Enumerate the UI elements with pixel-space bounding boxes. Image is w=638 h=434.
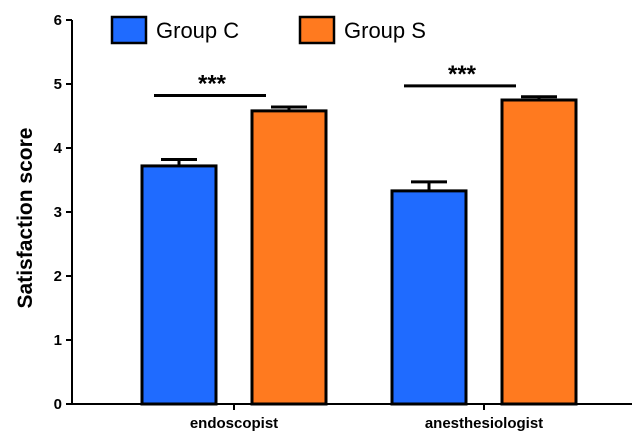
significance-label: ***: [198, 71, 227, 98]
y-tick-label: 0: [54, 396, 62, 413]
y-tick-label: 3: [54, 204, 62, 221]
bars-layer: [140, 98, 578, 406]
x-category-label: anesthesiologist: [425, 415, 543, 432]
significance-layer: *** ***: [154, 61, 516, 98]
bar-group-s-anesthesiologist: [500, 98, 578, 406]
y-tick-label: 1: [54, 332, 62, 349]
legend-swatch-group-s: [298, 15, 336, 45]
bar-group-s-endoscopist: [250, 109, 328, 406]
y-tick-label: 6: [54, 12, 62, 29]
y-tick-label: 4: [54, 140, 63, 157]
legend: Group C Group S: [110, 15, 426, 45]
bar-group-c-endoscopist: [140, 164, 218, 406]
bar-group-c-anesthesiologist: [390, 189, 468, 406]
error-bars-layer: [161, 95, 557, 191]
y-axis-title: Satisfaction score: [14, 128, 37, 309]
significance-label: ***: [448, 61, 477, 88]
legend-label-group-s: Group S: [344, 18, 426, 43]
y-tick-label: 5: [54, 76, 62, 93]
legend-swatch-group-c: [110, 15, 148, 45]
legend-label-group-c: Group C: [156, 18, 239, 43]
y-tick-label: 2: [54, 268, 62, 285]
x-category-label: endoscopist: [190, 415, 278, 432]
